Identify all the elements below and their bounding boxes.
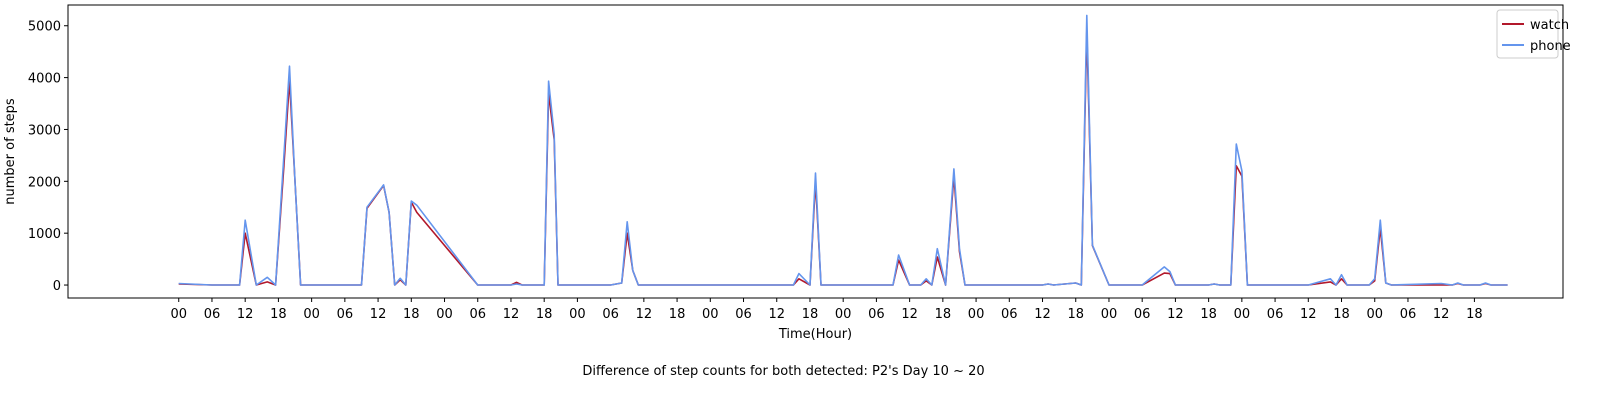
chart-caption: Difference of step counts for both detec… — [582, 364, 984, 379]
series-line-watch — [178, 30, 1508, 286]
y-tick-label: 3000 — [28, 123, 61, 138]
x-tick-label: 18 — [1333, 307, 1350, 322]
x-axis-ticks: 00 06 12 18 00 06 12 18 00 06 12 18 00 06 12 18 00 06 12 18… — [170, 298, 1483, 322]
legend: watch phone — [1496, 9, 1571, 59]
x-tick-label: 18 — [536, 307, 553, 322]
x-tick-label: 06 — [735, 307, 752, 322]
y-tick-label: 1000 — [28, 227, 61, 242]
x-tick-label: 12 — [768, 307, 785, 322]
x-axis-label: Time(Hour) — [778, 327, 852, 342]
x-tick-label: 18 — [802, 307, 819, 322]
x-tick-label: 12 — [636, 307, 653, 322]
x-tick-label: 00 — [436, 307, 453, 322]
x-tick-label: 00 — [835, 307, 852, 322]
x-tick-label: 18 — [1200, 307, 1217, 322]
x-tick-label: 06 — [1267, 307, 1284, 322]
x-tick-label: 06 — [1400, 307, 1417, 322]
x-tick-label: 00 — [702, 307, 719, 322]
x-tick-label: 00 — [569, 307, 586, 322]
x-tick-label: 06 — [337, 307, 354, 322]
y-axis-label: number of steps — [3, 98, 18, 205]
x-tick-label: 12 — [1167, 307, 1184, 322]
legend-label-watch: watch — [1530, 18, 1569, 33]
x-tick-label: 12 — [370, 307, 387, 322]
x-tick-label: 06 — [868, 307, 885, 322]
legend-label-phone: phone — [1530, 39, 1571, 54]
x-tick-label: 00 — [170, 307, 187, 322]
x-tick-label: 18 — [669, 307, 686, 322]
series-line-phone — [178, 14, 1508, 286]
y-axis-ticks: 0 1000 2000 3000 4000 5000 — [28, 20, 68, 294]
x-tick-label: 00 — [303, 307, 320, 322]
x-tick-label: 18 — [403, 307, 420, 322]
x-tick-label: 12 — [1300, 307, 1317, 322]
x-tick-label: 06 — [469, 307, 486, 322]
x-tick-label: 06 — [1001, 307, 1018, 322]
x-tick-label: 18 — [1067, 307, 1084, 322]
x-tick-label: 06 — [204, 307, 221, 322]
x-tick-label: 18 — [935, 307, 952, 322]
plot-frame — [67, 4, 1564, 299]
x-tick-label: 12 — [503, 307, 520, 322]
x-tick-label: 00 — [1234, 307, 1251, 322]
x-tick-label: 00 — [968, 307, 985, 322]
x-tick-label: 06 — [1134, 307, 1151, 322]
x-tick-label: 18 — [270, 307, 287, 322]
y-tick-label: 2000 — [28, 175, 61, 190]
series-lines — [178, 14, 1508, 286]
x-tick-label: 12 — [1433, 307, 1450, 322]
x-tick-label: 12 — [901, 307, 918, 322]
y-tick-label: 4000 — [28, 72, 61, 87]
x-tick-label: 12 — [237, 307, 254, 322]
x-tick-label: 18 — [1466, 307, 1483, 322]
x-tick-label: 12 — [1034, 307, 1051, 322]
x-tick-label: 00 — [1101, 307, 1118, 322]
y-tick-label: 0 — [53, 279, 61, 294]
y-tick-label: 5000 — [28, 20, 61, 35]
x-tick-label: 00 — [1366, 307, 1383, 322]
x-tick-label: 06 — [602, 307, 619, 322]
